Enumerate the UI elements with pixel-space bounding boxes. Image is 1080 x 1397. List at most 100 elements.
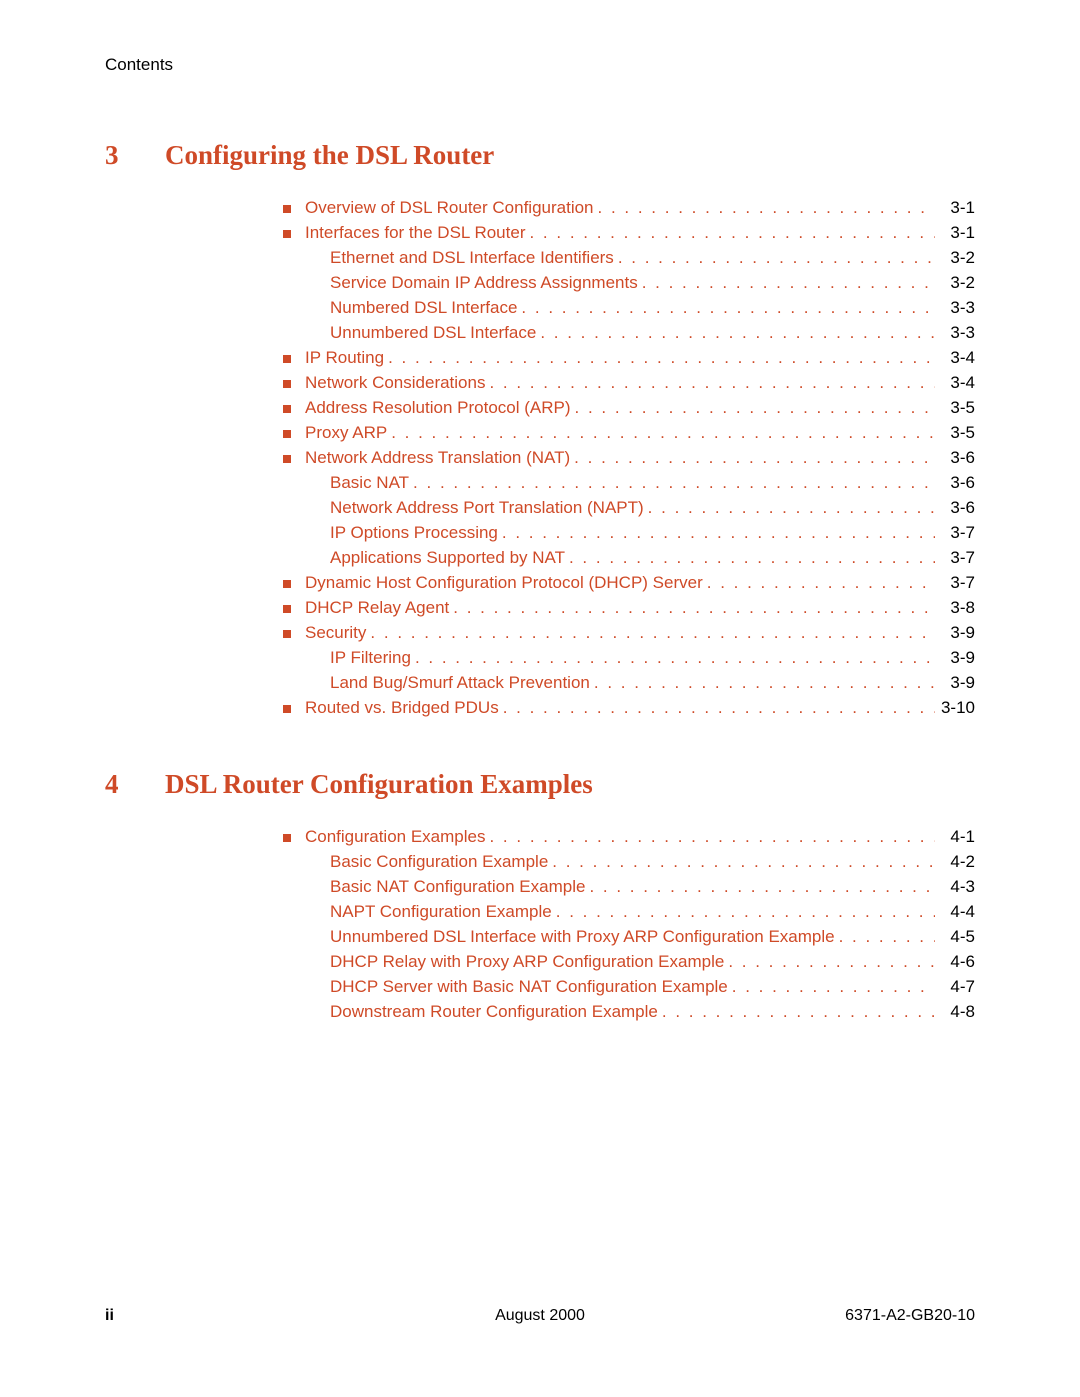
toc-entry-text: Address Resolution Protocol (ARP) xyxy=(305,399,571,416)
toc-entry[interactable]: Interfaces for the DSL Router. . . . . .… xyxy=(283,224,975,249)
toc-entry[interactable]: Ethernet and DSL Interface Identifiers. … xyxy=(283,249,975,274)
toc-entry-page: 3-3 xyxy=(935,299,975,316)
dot-leader: . . . . . . . . . . . . . . . . . . . . … xyxy=(536,324,935,341)
dot-leader: . . . . . . . . . . . . . . . . . . . . … xyxy=(658,1003,935,1020)
dot-leader: . . . . . . . . . . . . . . . . . . . . … xyxy=(644,499,935,516)
toc-entry-text: Routed vs. Bridged PDUs xyxy=(305,699,499,716)
toc-entry[interactable]: Unnumbered DSL Interface. . . . . . . . … xyxy=(283,324,975,349)
toc-entry[interactable]: Network Address Port Translation (NAPT).… xyxy=(283,499,975,524)
toc-entry-page: 3-6 xyxy=(935,499,975,516)
toc-entry-text: Applications Supported by NAT xyxy=(330,549,565,566)
toc-entry[interactable]: DHCP Server with Basic NAT Configuration… xyxy=(283,978,975,1003)
toc-entry-text: NAPT Configuration Example xyxy=(330,903,552,920)
chapter-number: 4 xyxy=(105,769,165,800)
chapters-container: 3Configuring the DSL RouterOverview of D… xyxy=(105,140,975,1028)
bullet-icon xyxy=(283,655,291,663)
bullet-icon xyxy=(283,580,291,588)
toc-entry-text: Network Considerations xyxy=(305,374,485,391)
toc-entry-text: Downstream Router Configuration Example xyxy=(330,1003,658,1020)
toc-entry[interactable]: Land Bug/Smurf Attack Prevention. . . . … xyxy=(283,674,975,699)
toc-entry-page: 4-7 xyxy=(935,978,975,995)
dot-leader: . . . . . . . . . . . . . . . . . . . . … xyxy=(409,474,935,491)
toc-entry-page: 4-6 xyxy=(935,953,975,970)
toc-entry[interactable]: Basic Configuration Example. . . . . . .… xyxy=(283,853,975,878)
toc-entry[interactable]: DHCP Relay with Proxy ARP Configuration … xyxy=(283,953,975,978)
toc-entry[interactable]: Basic NAT Configuration Example. . . . .… xyxy=(283,878,975,903)
footer: ii August 2000 6371-A2-GB20-10 xyxy=(105,1307,975,1325)
toc-entry[interactable]: Unnumbered DSL Interface with Proxy ARP … xyxy=(283,928,975,953)
bullet-icon xyxy=(283,884,291,892)
dot-leader: . . . . . . . . . . . . . . . . . . . . … xyxy=(411,649,935,666)
toc-entry-page: 3-6 xyxy=(935,449,975,466)
dot-leader: . . . . . . . . . . . . . . . . . . . . … xyxy=(590,674,935,691)
bullet-icon xyxy=(283,1009,291,1017)
chapter: 3Configuring the DSL RouterOverview of D… xyxy=(105,140,975,724)
bullet-icon xyxy=(283,280,291,288)
toc-entry[interactable]: Downstream Router Configuration Example.… xyxy=(283,1003,975,1028)
bullet-icon xyxy=(283,405,291,413)
bullet-icon xyxy=(283,705,291,713)
dot-leader: . . . . . . . . . . . . . . . . . . . . … xyxy=(517,299,935,316)
toc-entry-page: 3-4 xyxy=(935,349,975,366)
toc-entry[interactable]: IP Routing. . . . . . . . . . . . . . . … xyxy=(283,349,975,374)
toc-entry[interactable]: Dynamic Host Configuration Protocol (DHC… xyxy=(283,574,975,599)
toc-entry-page: 3-9 xyxy=(935,649,975,666)
toc-entry-text: Numbered DSL Interface xyxy=(330,299,517,316)
toc-entry[interactable]: IP Options Processing. . . . . . . . . .… xyxy=(283,524,975,549)
toc-entry[interactable]: Service Domain IP Address Assignments. .… xyxy=(283,274,975,299)
bullet-icon xyxy=(283,630,291,638)
dot-leader: . . . . . . . . . . . . . . . . . . . . … xyxy=(571,399,935,416)
dot-leader: . . . . . . . . . . . . . . . . . . . . … xyxy=(498,524,935,541)
toc-entry-text: Basic Configuration Example xyxy=(330,853,548,870)
dot-leader: . . . . . . . . . . . . . . . . . . . . … xyxy=(703,574,935,591)
toc-entry-page: 4-8 xyxy=(935,1003,975,1020)
bullet-icon xyxy=(283,555,291,563)
bullet-icon xyxy=(283,205,291,213)
toc-entry-text: Unnumbered DSL Interface xyxy=(330,324,536,341)
toc-entry-page: 3-2 xyxy=(935,249,975,266)
bullet-icon xyxy=(283,959,291,967)
toc-entry-page: 4-3 xyxy=(935,878,975,895)
dot-leader: . . . . . . . . . . . . . . . . . . . . … xyxy=(638,274,935,291)
toc-entry-text: Proxy ARP xyxy=(305,424,387,441)
toc-entry[interactable]: DHCP Relay Agent. . . . . . . . . . . . … xyxy=(283,599,975,624)
toc-entry-page: 3-9 xyxy=(935,674,975,691)
bullet-icon xyxy=(283,380,291,388)
toc-entry-page: 3-5 xyxy=(935,424,975,441)
toc-entry-text: DHCP Relay Agent xyxy=(305,599,449,616)
dot-leader: . . . . . . . . . . . . . . . . . . . . … xyxy=(585,878,935,895)
toc-entry-page: 4-1 xyxy=(935,828,975,845)
dot-leader: . . . . . . . . . . . . . . . . . . . . … xyxy=(570,449,935,466)
toc-entry-text: Interfaces for the DSL Router xyxy=(305,224,525,241)
toc-entry[interactable]: Address Resolution Protocol (ARP). . . .… xyxy=(283,399,975,424)
toc-entry-text: Service Domain IP Address Assignments xyxy=(330,274,638,291)
bullet-icon xyxy=(283,355,291,363)
dot-leader: . . . . . . . . . . . . . . . . . . . . … xyxy=(449,599,935,616)
toc-entry-page: 3-6 xyxy=(935,474,975,491)
toc-entry[interactable]: Network Address Translation (NAT). . . .… xyxy=(283,449,975,474)
toc-entry[interactable]: Configuration Examples. . . . . . . . . … xyxy=(283,828,975,853)
dot-leader: . . . . . . . . . . . . . . . . . . . . … xyxy=(384,349,935,366)
toc-entry-text: IP Options Processing xyxy=(330,524,498,541)
toc-entry-text: IP Routing xyxy=(305,349,384,366)
toc-entry[interactable]: Security. . . . . . . . . . . . . . . . … xyxy=(283,624,975,649)
toc-entry-page: 4-4 xyxy=(935,903,975,920)
toc-entry[interactable]: IP Filtering. . . . . . . . . . . . . . … xyxy=(283,649,975,674)
toc-entry[interactable]: NAPT Configuration Example. . . . . . . … xyxy=(283,903,975,928)
dot-leader: . . . . . . . . . . . . . . . . . . . . … xyxy=(552,903,935,920)
toc-list: Configuration Examples . . . . . . . . . … xyxy=(283,828,975,1028)
toc-entry[interactable]: Routed vs. Bridged PDUs. . . . . . . . .… xyxy=(283,699,975,724)
toc-entry-page: 3-7 xyxy=(935,524,975,541)
toc-entry[interactable]: Network Considerations. . . . . . . . . … xyxy=(283,374,975,399)
toc-entry-text: Configuration Examples xyxy=(305,828,485,845)
bullet-icon xyxy=(283,330,291,338)
toc-entry[interactable]: Overview of DSL Router Configuration. . … xyxy=(283,199,975,224)
toc-entry-page: 3-9 xyxy=(935,624,975,641)
dot-leader: . . . . . . . . . . . . . . . . . . . . … xyxy=(614,249,935,266)
toc-entry[interactable]: Proxy ARP. . . . . . . . . . . . . . . .… xyxy=(283,424,975,449)
chapter: 4DSL Router Configuration Examples Config… xyxy=(105,769,975,1028)
chapter-heading: 4DSL Router Configuration Examples xyxy=(105,769,975,800)
toc-entry[interactable]: Numbered DSL Interface. . . . . . . . . … xyxy=(283,299,975,324)
toc-entry[interactable]: Applications Supported by NAT. . . . . .… xyxy=(283,549,975,574)
toc-entry[interactable]: Basic NAT. . . . . . . . . . . . . . . .… xyxy=(283,474,975,499)
